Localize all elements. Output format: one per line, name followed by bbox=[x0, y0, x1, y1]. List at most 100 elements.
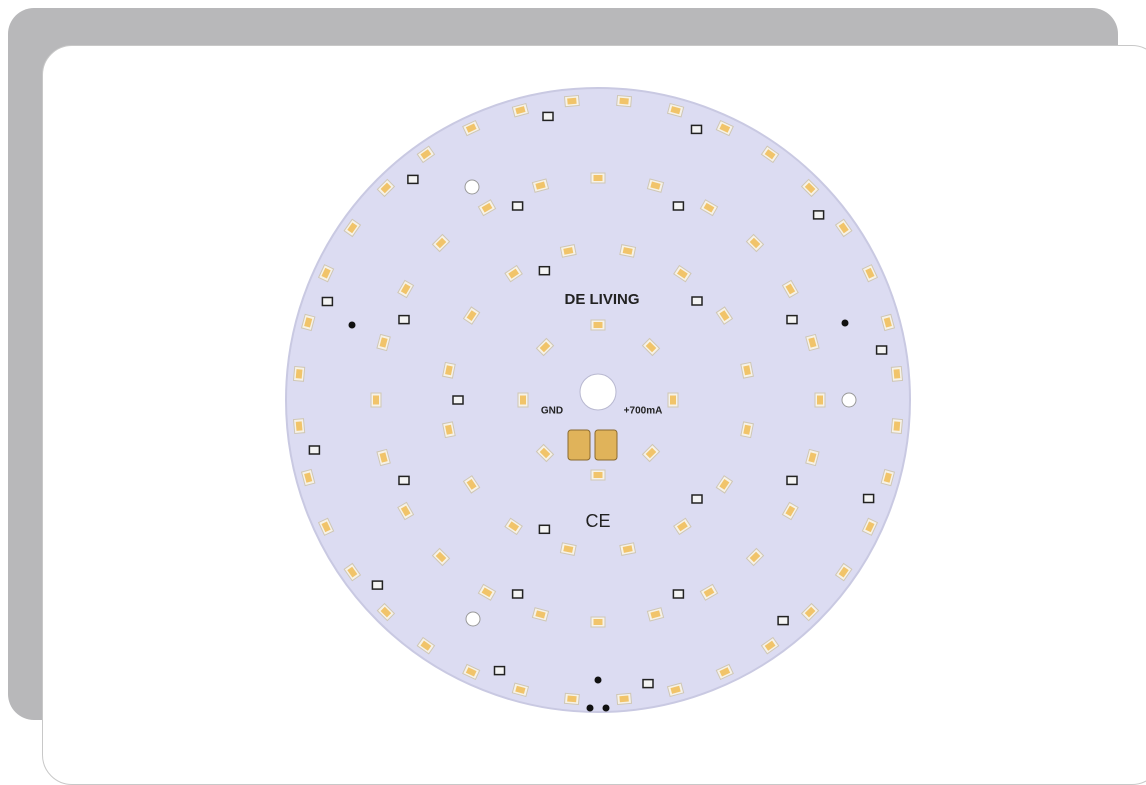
led bbox=[715, 119, 734, 137]
mount-hole bbox=[464, 179, 480, 195]
led-phosphor bbox=[520, 395, 526, 405]
led-phosphor bbox=[593, 175, 603, 181]
led bbox=[800, 178, 820, 198]
led-phosphor bbox=[321, 521, 331, 533]
resistor bbox=[786, 314, 798, 325]
resistor bbox=[308, 445, 321, 455]
resistor bbox=[691, 296, 703, 306]
led-phosphor bbox=[420, 640, 432, 651]
led bbox=[715, 663, 734, 681]
led bbox=[442, 421, 456, 439]
led bbox=[535, 337, 555, 357]
led-phosphor bbox=[465, 667, 477, 677]
led-phosphor bbox=[535, 181, 546, 190]
led bbox=[740, 421, 754, 439]
current-label: +700mA bbox=[624, 406, 663, 417]
led bbox=[646, 607, 665, 622]
led-phosphor bbox=[804, 182, 816, 194]
led-phosphor bbox=[539, 447, 551, 459]
led-phosphor bbox=[622, 545, 633, 553]
resistor bbox=[511, 589, 524, 599]
led-phosphor bbox=[764, 640, 776, 651]
led-phosphor bbox=[743, 365, 751, 376]
led bbox=[760, 636, 780, 655]
led-phosphor bbox=[619, 695, 629, 703]
led bbox=[559, 542, 577, 556]
led bbox=[590, 469, 606, 481]
led bbox=[890, 365, 904, 382]
led-phosphor bbox=[508, 521, 520, 532]
led bbox=[641, 337, 661, 357]
led-phosphor bbox=[645, 447, 657, 459]
led bbox=[504, 517, 523, 536]
led-phosphor bbox=[764, 149, 776, 160]
resistor bbox=[672, 589, 685, 599]
led bbox=[646, 178, 665, 193]
led bbox=[376, 602, 396, 622]
led-phosphor bbox=[749, 551, 761, 563]
led bbox=[531, 178, 550, 193]
led bbox=[861, 517, 879, 536]
led-phosphor bbox=[465, 123, 477, 133]
led bbox=[745, 233, 765, 253]
led-phosphor bbox=[893, 421, 901, 431]
led-phosphor bbox=[445, 424, 453, 435]
led bbox=[616, 94, 633, 108]
led-phosphor bbox=[515, 106, 526, 115]
led bbox=[616, 692, 633, 706]
capacitor bbox=[594, 429, 618, 461]
led-phosphor bbox=[380, 182, 392, 194]
led bbox=[477, 583, 497, 601]
led bbox=[563, 94, 580, 108]
logo: DE LIVING bbox=[564, 291, 639, 308]
led-phosphor bbox=[515, 685, 526, 694]
led bbox=[416, 145, 436, 164]
led-phosphor bbox=[676, 521, 688, 532]
led bbox=[890, 418, 904, 435]
led-phosphor bbox=[719, 310, 730, 322]
led-phosphor bbox=[703, 587, 715, 598]
led bbox=[376, 448, 391, 467]
led bbox=[781, 279, 799, 299]
fiducial bbox=[586, 704, 594, 712]
led-phosphor bbox=[883, 472, 892, 483]
led-phosphor bbox=[817, 395, 823, 405]
led-phosphor bbox=[466, 478, 477, 490]
led-phosphor bbox=[719, 478, 730, 490]
led bbox=[805, 448, 820, 467]
fiducial bbox=[594, 676, 602, 684]
led bbox=[805, 333, 820, 352]
led-phosphor bbox=[373, 395, 379, 405]
led bbox=[431, 233, 451, 253]
led-phosphor bbox=[622, 247, 633, 255]
led bbox=[343, 562, 362, 582]
led-phosphor bbox=[865, 267, 875, 279]
led-phosphor bbox=[508, 268, 520, 279]
led bbox=[559, 244, 577, 258]
led bbox=[834, 218, 853, 238]
led-phosphor bbox=[535, 610, 546, 619]
resistor bbox=[452, 395, 464, 405]
led-phosphor bbox=[785, 505, 796, 517]
led-phosphor bbox=[304, 472, 313, 483]
led bbox=[715, 475, 734, 494]
led bbox=[531, 607, 550, 622]
led-phosphor bbox=[808, 452, 817, 463]
led bbox=[880, 313, 896, 332]
resistor bbox=[672, 201, 685, 211]
page: DE LIVING GND +700mA CE (() => { const d… bbox=[8, 8, 1146, 785]
led-phosphor bbox=[670, 395, 676, 405]
led bbox=[590, 172, 606, 184]
led-phosphor bbox=[563, 545, 574, 553]
led-phosphor bbox=[295, 421, 303, 431]
led-phosphor bbox=[400, 283, 411, 295]
led-phosphor bbox=[295, 369, 303, 379]
resistor bbox=[862, 493, 875, 504]
led-phosphor bbox=[379, 452, 388, 463]
led-phosphor bbox=[893, 369, 901, 379]
led bbox=[590, 319, 606, 331]
led-phosphor bbox=[804, 606, 816, 618]
led-phosphor bbox=[670, 685, 681, 694]
led-phosphor bbox=[481, 587, 493, 598]
led bbox=[416, 636, 436, 655]
